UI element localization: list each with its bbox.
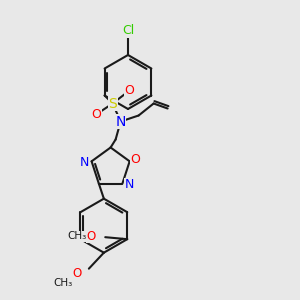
Text: N: N [116, 115, 126, 128]
Text: CH₃: CH₃ [53, 278, 73, 288]
Text: CH₃: CH₃ [68, 231, 87, 241]
Text: Cl: Cl [122, 25, 134, 38]
Text: N: N [80, 156, 89, 169]
Text: N: N [125, 178, 134, 191]
Text: O: O [92, 108, 102, 121]
Text: O: O [131, 153, 141, 166]
Text: O: O [72, 267, 82, 280]
Text: O: O [87, 230, 96, 243]
Text: S: S [108, 97, 117, 110]
Text: O: O [125, 84, 135, 97]
